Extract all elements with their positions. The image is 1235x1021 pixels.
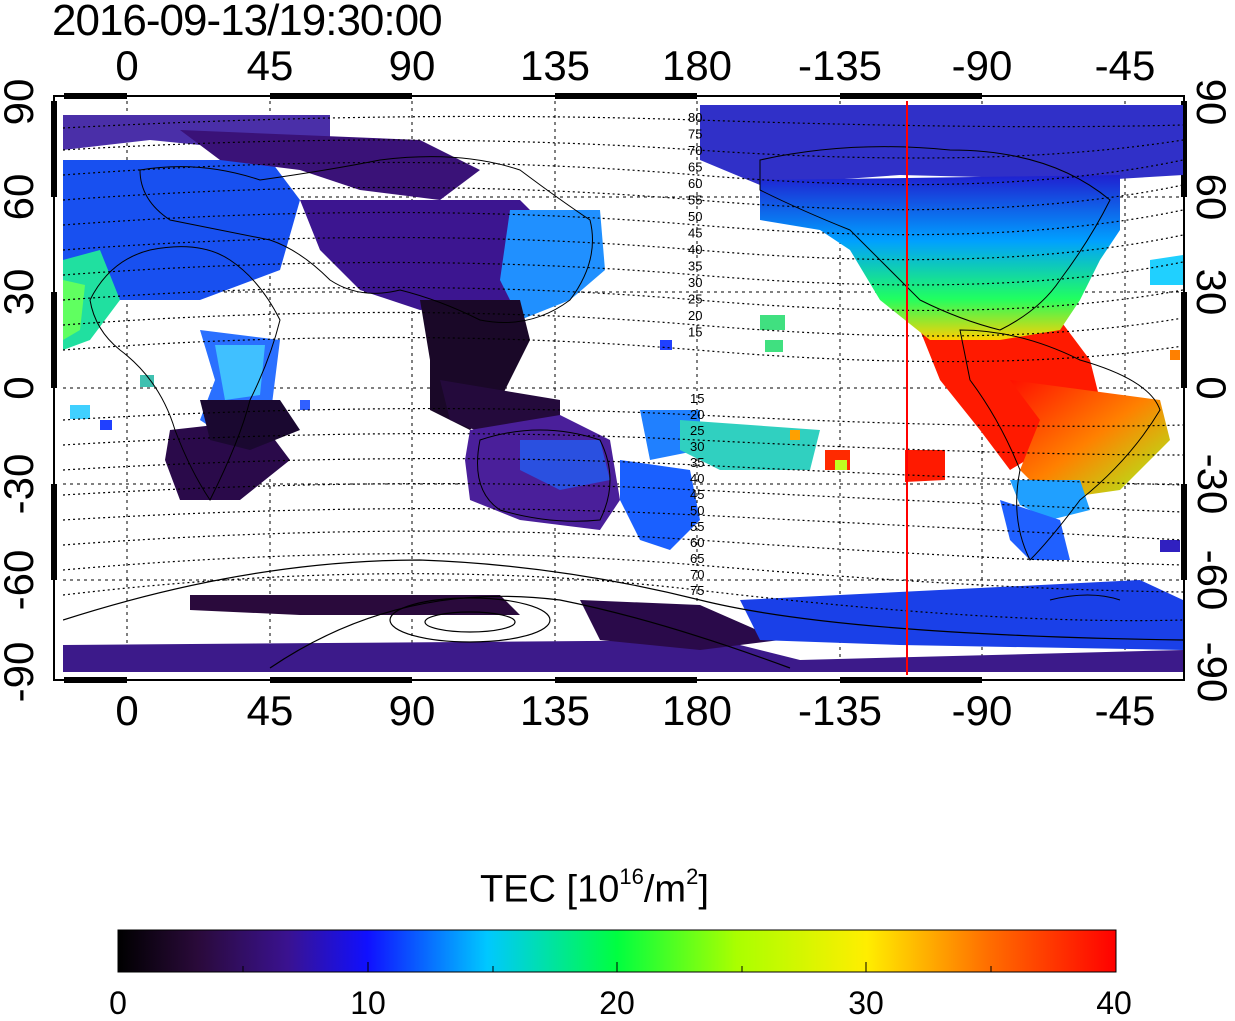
x-tick-bottom: -135 xyxy=(797,687,883,734)
contour-labels: 8075706560555045403530252015152025303540… xyxy=(688,110,704,598)
x-tick-bottom: -45 xyxy=(1094,687,1156,734)
contour-label: 60 xyxy=(690,535,704,550)
colorbar-tick-label: 30 xyxy=(848,985,884,1021)
contour-label: 65 xyxy=(688,160,702,175)
frame-ticks xyxy=(51,93,1187,683)
colorbar-title-exp2: 2 xyxy=(686,864,699,889)
colorbar-title-unit: /m xyxy=(643,868,687,911)
x-tick-bottom: -90 xyxy=(951,687,1013,734)
y-tick-left: 30 xyxy=(0,268,42,316)
contour-label: 35 xyxy=(688,259,702,274)
y-tick-left: 0 xyxy=(0,358,42,418)
contour-label: 20 xyxy=(688,308,702,323)
contour-label: 55 xyxy=(688,193,702,208)
x-tick-top: 45 xyxy=(246,42,294,89)
x-tick-bottom: 0 xyxy=(115,687,139,734)
colorbar-tick-label: 10 xyxy=(350,985,386,1021)
contour-label: 15 xyxy=(690,391,704,406)
contour-label: 75 xyxy=(690,583,704,598)
y-tick-left: -60 xyxy=(0,549,42,611)
contour-label: 35 xyxy=(690,455,704,470)
colorbar-title-main: TEC [10 xyxy=(480,868,620,911)
contour-label: 20 xyxy=(690,407,704,422)
colorbar-tick-label: 20 xyxy=(599,985,635,1021)
contour-label: 75 xyxy=(688,127,702,142)
contour-label: 50 xyxy=(688,209,702,224)
y-tick-left: 90 xyxy=(0,78,42,126)
contour-label: 15 xyxy=(688,325,702,340)
polar-contours xyxy=(63,559,1183,669)
y-tick-right: 0 xyxy=(1188,376,1235,400)
colorbar-tick-label: 0 xyxy=(109,985,127,1021)
colorbar-ticks xyxy=(242,962,992,972)
x-tick-bottom: 135 xyxy=(519,687,591,734)
colorbar-tick-label: 40 xyxy=(1096,985,1132,1021)
x-tick-bottom: 180 xyxy=(661,687,733,734)
contour-label: 60 xyxy=(688,176,702,191)
x-tick-bottom: 90 xyxy=(388,687,436,734)
colorbar-title: TEC [1016/m2] xyxy=(480,864,709,912)
contour-label: 65 xyxy=(690,551,704,566)
x-tick-top: 135 xyxy=(519,42,591,89)
y-tick-right: 90 xyxy=(1188,78,1235,126)
colorbar-title-exp: 16 xyxy=(619,864,644,889)
y-tick-right: -60 xyxy=(1189,549,1235,611)
contour-label: 30 xyxy=(688,275,702,290)
contour-label: 30 xyxy=(690,439,704,454)
x-tick-bottom: 45 xyxy=(246,687,294,734)
colorbar-title-close: ] xyxy=(698,868,709,911)
contour-label: 55 xyxy=(690,519,704,534)
x-tick-top: 0 xyxy=(115,42,139,89)
magnetic-contours xyxy=(63,115,1183,622)
contour-label: 80 xyxy=(688,110,702,125)
x-tick-top: 90 xyxy=(388,42,436,89)
x-tick-top: -135 xyxy=(797,42,883,89)
contour-label: 40 xyxy=(688,242,702,257)
contour-label: 50 xyxy=(690,503,704,518)
contour-label: 70 xyxy=(690,567,704,582)
x-tick-top: -45 xyxy=(1094,42,1156,89)
y-tick-right: -90 xyxy=(1189,641,1235,703)
x-tick-top: -90 xyxy=(951,42,1013,89)
contour-label: 40 xyxy=(690,471,704,486)
x-tick-top: 180 xyxy=(661,42,733,89)
y-tick-left: -30 xyxy=(0,453,42,515)
y-tick-left: -90 xyxy=(0,641,42,703)
y-tick-left: 60 xyxy=(0,173,42,221)
contour-label: 25 xyxy=(690,423,704,438)
y-tick-right: -30 xyxy=(1189,453,1235,515)
contour-label: 25 xyxy=(688,292,702,307)
map-title: 2016-09-13/19:30:00 xyxy=(52,0,443,45)
y-tick-right: 30 xyxy=(1188,268,1235,316)
y-tick-right: 60 xyxy=(1188,173,1235,221)
contour-label: 70 xyxy=(688,143,702,158)
coastlines xyxy=(89,146,1161,601)
contour-label: 45 xyxy=(690,487,704,502)
contour-label: 45 xyxy=(688,226,702,241)
